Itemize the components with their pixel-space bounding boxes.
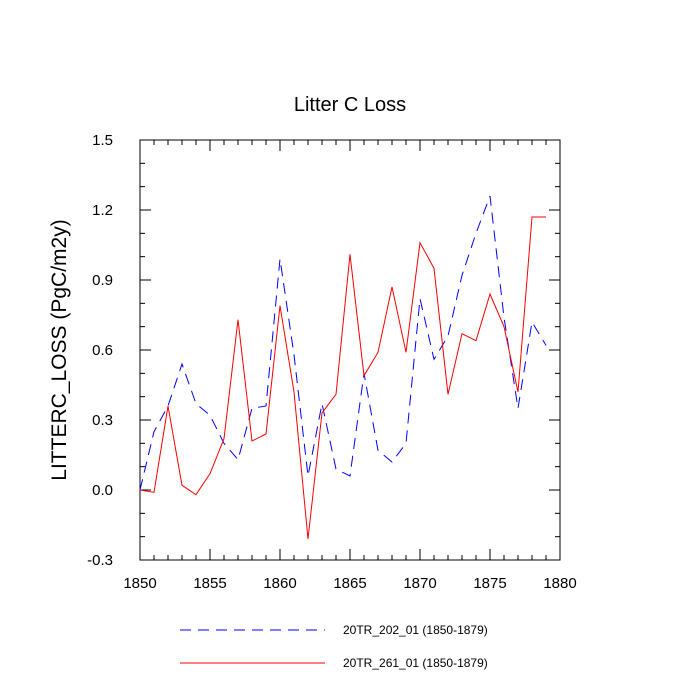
y-tick-label: 0.9 — [92, 272, 113, 289]
x-tick-label: 1860 — [263, 575, 296, 592]
series-line-2 — [139, 216, 546, 540]
chart-title: Litter C Loss — [294, 94, 406, 116]
y-tick-label: 0.0 — [92, 482, 113, 499]
plot-frame — [139, 139, 561, 561]
plot-area: 1850 1855 1860 1865 1870 1875 1880 -0.3 0.0 0.3 0.… — [87, 132, 577, 592]
x-tick-label: 1850 — [123, 575, 156, 592]
legend: 20TR_202_01 (1850-1879) 20TR_261_01 (1850… — [180, 623, 488, 670]
series-line-1 — [139, 195, 547, 491]
y-tick-label: 1.2 — [92, 202, 113, 219]
x-tick-label: 1880 — [543, 575, 576, 592]
x-tick-label: 1865 — [333, 575, 366, 592]
legend-label-2: 20TR_261_01 (1850-1879) — [343, 656, 488, 670]
x-tick-label: 1875 — [473, 575, 506, 592]
y-tick-label: 0.3 — [92, 412, 113, 429]
legend-label-1: 20TR_202_01 (1850-1879) — [343, 623, 488, 637]
y-tick-label: 0.6 — [92, 342, 113, 359]
y-axis-label: LITTERC_LOSS (PgC/m2y) — [48, 219, 71, 480]
x-tick-label: 1855 — [193, 575, 226, 592]
y-tick-label: -0.3 — [87, 552, 113, 569]
x-tick-label: 1870 — [403, 575, 436, 592]
y-tick-label: 1.5 — [92, 132, 113, 149]
